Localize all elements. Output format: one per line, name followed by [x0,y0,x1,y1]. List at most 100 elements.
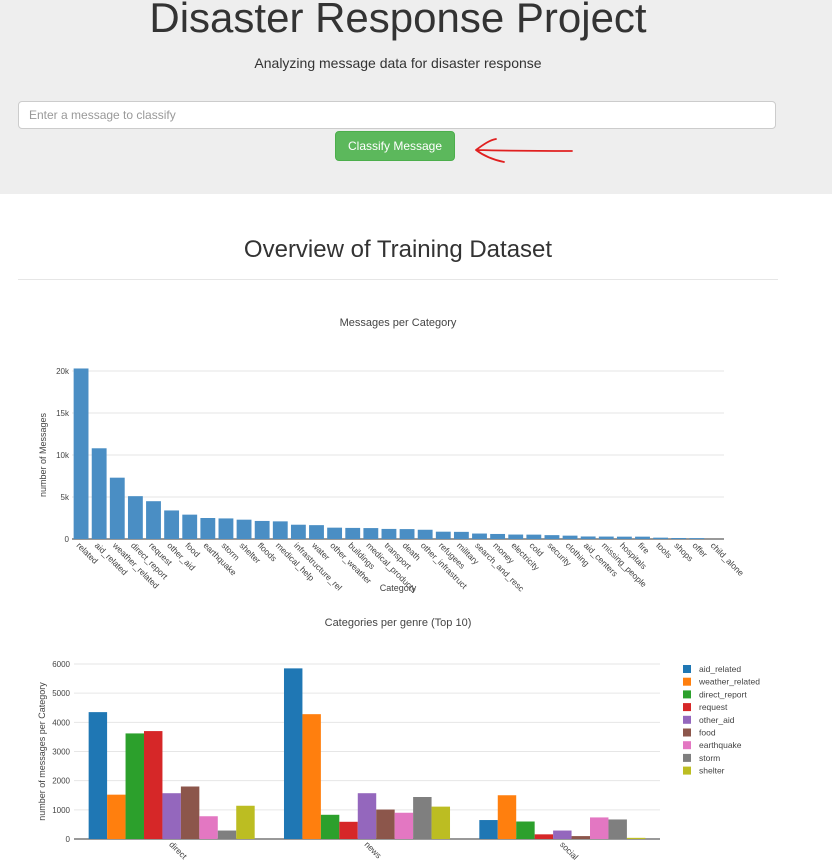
bar [562,535,578,539]
legend-swatch [683,753,691,762]
bar [653,537,669,539]
bar [127,496,143,539]
legend: aid_related weather_related direct_reportr… [683,664,760,776]
page-subtitle: Analyzing message data for disaster resp… [254,55,542,71]
bar [125,733,144,839]
bar [339,821,358,839]
x-tick-label: direct [167,839,189,861]
bar [608,819,627,839]
y-axis-title: number of messages per Category [37,682,47,821]
bar [236,519,252,539]
legend-label: other_aid [699,715,735,725]
bar [376,809,395,839]
legend-label: direct_report [699,689,747,699]
bar [320,814,340,839]
bar [526,534,542,539]
bar [394,812,414,839]
bar [143,731,163,839]
bar [497,795,517,839]
legend-swatch [683,677,691,686]
overview-title: Overview of Training Dataset [243,236,553,263]
bar [689,538,705,539]
bar [479,820,498,839]
y-tick-label: 4000 [52,718,70,727]
y-tick-label: 5k [61,493,70,502]
y-tick-label: 5000 [52,689,70,698]
legend-swatch [683,728,691,737]
bar [254,520,270,539]
bar [490,533,506,539]
bar [236,805,255,839]
y-tick-label: 20k [56,367,70,376]
x-tick-label: news [363,839,384,860]
y-tick-label: 6000 [52,660,70,669]
bar [431,806,451,839]
bar [91,448,107,539]
bar [598,536,614,539]
y-tick-label: 0 [65,535,70,544]
legend-label: storm [699,753,720,763]
bar [453,531,469,539]
legend-label: weather_related [698,677,760,687]
bar [381,528,397,539]
bar [146,501,161,539]
legend-label: aid_related [699,664,741,674]
bar [199,816,218,839]
legend-swatch [683,741,691,750]
bar [363,528,379,539]
bar [616,536,632,539]
categories-per-genre-chart: Categories per genre (Top 10) 0 1000 2000 30… [37,617,760,862]
bar [272,521,288,539]
bar [357,793,377,839]
x-tick-label: child_alone [709,540,747,578]
page-title: Disaster Response Project [149,0,647,41]
legend-label: shelter [699,766,725,776]
bar [182,514,198,539]
bar [283,668,303,839]
y-tick-label: 0 [66,835,71,844]
bar [635,536,650,539]
legend-swatch [683,665,691,673]
bar [671,537,687,539]
bar [164,510,180,539]
legend-swatch [683,715,691,724]
bar [107,794,126,839]
red-arrow-annotation [475,138,573,163]
bar [327,527,343,539]
bar [516,821,535,839]
legend-label: earthquake [699,740,742,750]
bar [73,368,89,539]
bar [290,524,306,539]
bar [180,786,200,839]
messages-per-category-chart: Messages per Category 0 5k 10k 15k 20k number … [38,317,747,595]
x-axis-title: Category [380,583,417,593]
bar [109,477,125,539]
bar [413,797,432,839]
legend-label: request [699,702,728,712]
message-input[interactable] [18,101,776,129]
bar [217,830,237,839]
y-tick-label: 2000 [52,777,70,786]
chart-title: Categories per genre (Top 10) [325,617,472,629]
bar [88,712,108,839]
bar [472,533,487,539]
bar [218,518,234,539]
bar [626,837,646,839]
legend-swatch [683,690,691,699]
bar [435,531,451,539]
bar [345,527,361,539]
jumbotron-header: Disaster Response Project Analyzing mess… [0,0,832,194]
x-tick-label: social [558,839,581,862]
chart-title: Messages per Category [340,317,457,329]
bar [417,529,433,539]
y-tick-label: 10k [56,451,70,460]
bar [590,817,609,839]
bar [309,525,324,539]
bar [553,830,572,839]
x-tick-label: tools [654,540,674,560]
bar [508,534,524,539]
classify-message-button[interactable]: Classify Message [335,131,455,161]
bar [544,535,560,539]
bar [162,793,181,839]
divider [18,279,778,280]
